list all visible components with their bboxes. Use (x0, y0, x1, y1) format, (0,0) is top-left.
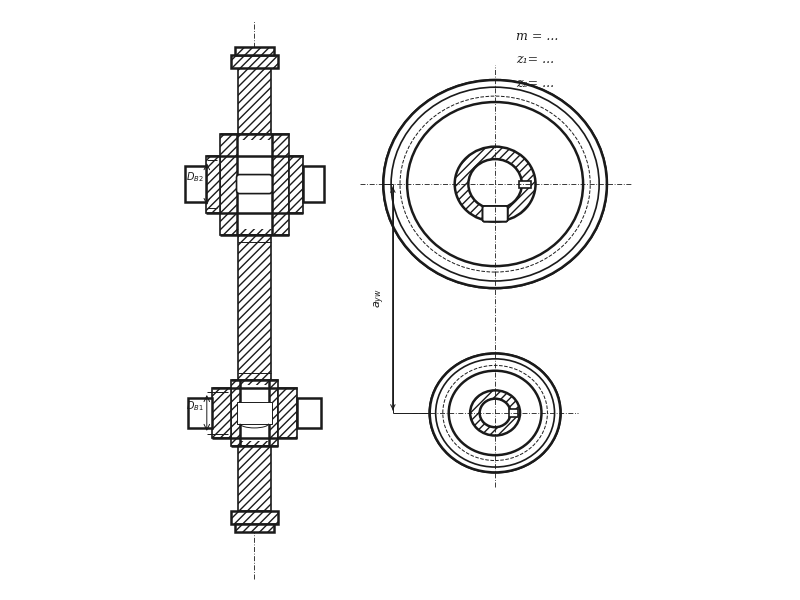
Text: z₁= ...: z₁= ... (516, 53, 554, 67)
Ellipse shape (383, 80, 607, 288)
Ellipse shape (468, 159, 522, 209)
Bar (303, 166, 324, 202)
Bar (238, 446, 271, 511)
Bar (509, 409, 518, 417)
Bar (519, 181, 530, 188)
Bar (188, 398, 211, 428)
Bar (206, 155, 220, 212)
Bar (237, 140, 272, 229)
FancyBboxPatch shape (482, 206, 507, 221)
Text: m = ...: m = ... (516, 29, 558, 43)
Ellipse shape (383, 80, 607, 288)
Bar (234, 524, 274, 532)
Ellipse shape (430, 353, 561, 472)
Bar (238, 68, 271, 134)
Ellipse shape (430, 353, 561, 472)
Bar (238, 235, 271, 380)
Bar (234, 47, 274, 55)
FancyBboxPatch shape (237, 175, 272, 194)
Bar (230, 380, 278, 446)
Bar (230, 511, 278, 524)
Text: z₂= ...: z₂= ... (516, 77, 554, 90)
Text: $D_{B1}$: $D_{B1}$ (186, 399, 204, 413)
FancyBboxPatch shape (482, 206, 507, 221)
Bar (289, 155, 303, 212)
Ellipse shape (480, 398, 510, 427)
Text: $D_{B2}$: $D_{B2}$ (186, 170, 204, 184)
Bar (220, 134, 289, 235)
Bar (230, 55, 278, 68)
Bar (278, 388, 297, 438)
Text: $a_{yw}$: $a_{yw}$ (373, 289, 387, 308)
Bar (239, 385, 270, 441)
Bar (211, 388, 230, 438)
Ellipse shape (454, 146, 535, 221)
Bar (237, 402, 272, 424)
FancyBboxPatch shape (482, 206, 507, 221)
Ellipse shape (470, 391, 520, 436)
Bar (185, 166, 206, 202)
Bar (297, 398, 321, 428)
